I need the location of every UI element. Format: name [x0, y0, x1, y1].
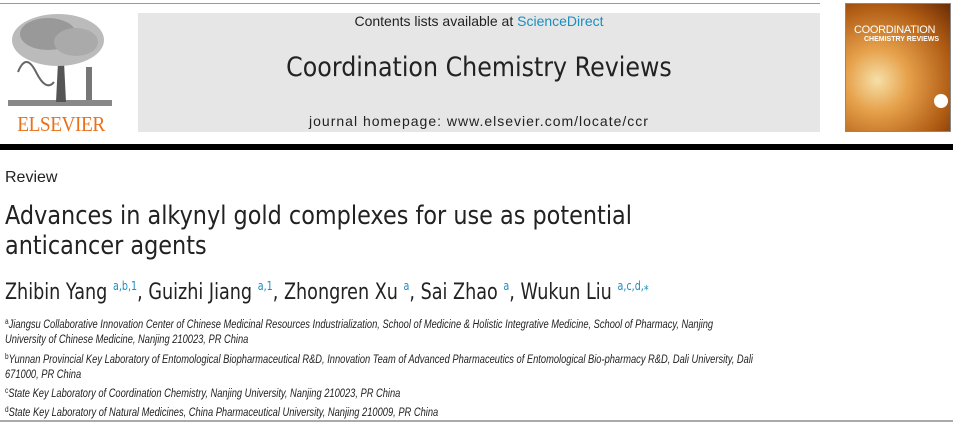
- contents-line: Contents lists available at ScienceDirec…: [138, 13, 820, 29]
- affiliation-b-cont: 671000, PR China: [5, 368, 82, 381]
- author-list: Zhibin Yang a,b,1, Guizhi Jiang a,1, Zho…: [5, 279, 649, 305]
- affiliation-d: dState Key Laboratory of Natural Medicin…: [5, 405, 439, 420]
- author[interactable]: Zhongren Xu a: [283, 279, 410, 305]
- affiliation-c: cState Key Laboratory of Coordination Ch…: [5, 386, 401, 401]
- article-type: Review: [5, 169, 58, 186]
- elsevier-wordmark: ELSEVIER: [17, 112, 105, 136]
- contents-text: Contents lists available at: [354, 13, 518, 29]
- top-rule: [0, 3, 820, 4]
- cover-title-2: CHEMISTRY REVIEWS: [864, 36, 940, 43]
- affiliation-b: bYunnan Provincial Key Laboratory of Ent…: [5, 351, 753, 366]
- affiliation-a-cont: University of Chinese Medicine, Nanjing …: [5, 334, 249, 347]
- article-title: Advances in alkynyl gold complexes for u…: [5, 201, 659, 261]
- sciencedirect-link[interactable]: ScienceDirect: [517, 13, 604, 29]
- author[interactable]: Sai Zhao a: [420, 279, 510, 305]
- affiliation-a: aJiangsu Collaborative Innovation Center…: [5, 317, 714, 331]
- title-line: Advances in alkynyl gold complexes for u…: [5, 201, 632, 231]
- author[interactable]: Zhibin Yang a,b,1: [5, 279, 138, 305]
- tree-logo-icon: [8, 14, 112, 106]
- journal-title[interactable]: Coordination Chemistry Reviews: [286, 52, 672, 83]
- journal-cover-image[interactable]: COORDINATION CHEMISTRY REVIEWS: [845, 3, 951, 132]
- title-line: anticancer agents: [5, 231, 207, 261]
- bottom-rule: [0, 420, 953, 422]
- journal-homepage[interactable]: journal homepage: www.elsevier.com/locat…: [309, 113, 649, 129]
- author[interactable]: Wukun Liu a,c,d,⁎: [520, 279, 649, 305]
- header-divider: [0, 144, 953, 150]
- affiliations: aJiangsu Collaborative Innovation Center…: [5, 314, 896, 422]
- author[interactable]: Guizhi Jiang a,1: [148, 279, 273, 305]
- cover-title-1: COORDINATION: [854, 24, 936, 36]
- cover-badge: [934, 94, 948, 108]
- elsevier-logo[interactable]: ELSEVIER: [4, 12, 116, 136]
- journal-banner: Contents lists available at ScienceDirec…: [138, 13, 820, 132]
